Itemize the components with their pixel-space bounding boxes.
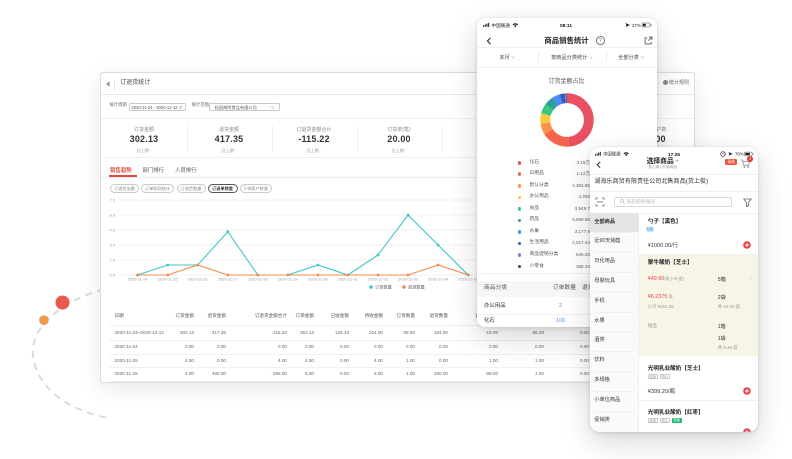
svg-text:2020-12-03: 2020-12-03 bbox=[398, 276, 418, 281]
svg-text:中国联通: 中国联通 bbox=[603, 151, 621, 158]
svg-text:2020-11-27: 2020-11-27 bbox=[218, 276, 238, 281]
svg-text:2020-12-04: 2020-12-04 bbox=[428, 276, 449, 281]
svg-text:37%: 37% bbox=[632, 23, 641, 28]
svg-text:2020-11-30: 2020-11-30 bbox=[308, 276, 328, 281]
svg-text:3.0: 3.0 bbox=[109, 242, 115, 247]
svg-text:2020-11-24: 2020-11-24 bbox=[128, 276, 148, 281]
svg-text:中国联通: 中国联通 bbox=[491, 22, 510, 29]
svg-text:17:26: 17:26 bbox=[668, 152, 680, 157]
svg-text:1.5: 1.5 bbox=[109, 257, 115, 262]
svg-text:4.5: 4.5 bbox=[109, 227, 115, 232]
svg-text:退单数量: 退单数量 bbox=[408, 284, 425, 291]
svg-text:2020-11-26: 2020-11-26 bbox=[188, 276, 208, 281]
svg-text:2020-11-29: 2020-11-29 bbox=[278, 276, 298, 281]
svg-text:2020-12-05: 2020-12-05 bbox=[458, 276, 478, 281]
svg-text:2020-12-01: 2020-12-01 bbox=[338, 276, 358, 281]
svg-text:7.5: 7.5 bbox=[109, 197, 115, 202]
svg-text:6.0: 6.0 bbox=[109, 212, 115, 217]
svg-text:2020-12-02: 2020-12-02 bbox=[368, 276, 388, 281]
svg-text:2020-11-25: 2020-11-25 bbox=[158, 276, 178, 281]
svg-text:订单数量: 订单数量 bbox=[375, 284, 392, 291]
svg-text:76%: 76% bbox=[735, 152, 744, 157]
svg-text:2020-11-28: 2020-11-28 bbox=[248, 276, 268, 281]
svg-text:08:11: 08:11 bbox=[559, 23, 571, 29]
svg-text:0.0: 0.0 bbox=[109, 272, 115, 277]
